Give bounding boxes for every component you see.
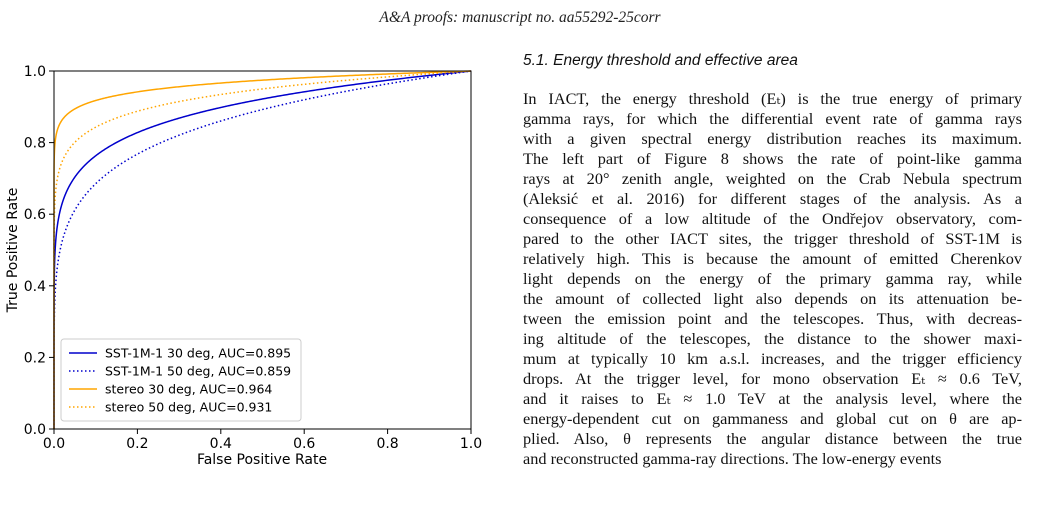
x-tick-label: 0.2 [126,436,148,452]
roc-series-line [53,70,472,429]
y-tick-label: 0.8 [24,136,46,152]
text-line: mum at typically 10 km a.s.l. increases,… [523,349,1022,368]
x-tick-label: 0.0 [43,436,65,452]
roc-series-line [53,70,472,429]
text-line: energy-dependent cut on gammaness and gl… [523,409,1022,428]
y-tick-label: 0.0 [24,422,46,438]
x-tick-label: 0.6 [293,436,315,452]
text-line: drops. At the trigger level, for mono ob… [523,369,1022,388]
chart-legend: SST-1M-1 30 deg, AUC=0.895 SST-1M-1 50 de… [60,338,302,422]
x-tick-label: 0.4 [210,436,232,452]
text-line: pared to the other IACT sites, the trigg… [523,229,1022,248]
text-line: In IACT, the energy threshold (Eₜ) is th… [523,89,1022,108]
roc-series-line [53,70,472,429]
text-line: gamma rays, for which the differential e… [523,109,1022,128]
body-paragraph: In IACT, the energy threshold (Eₜ) is th… [523,89,1022,469]
legend-entry-label: SST-1M-1 50 deg, AUC=0.859 [105,364,291,379]
text-line: rays at 20° zenith angle, weighted on th… [523,169,1022,188]
text-line: (Aleksić et al. 2016) for different stag… [523,189,1022,208]
legend-entry-label: stereo 30 deg, AUC=0.964 [105,382,272,397]
text-line: plied. Also, θ represents the angular di… [523,429,1022,448]
y-tick-label: 0.4 [24,279,46,295]
roc-series-line [53,70,472,429]
legend-box [60,338,302,422]
legend-entry-label: stereo 50 deg, AUC=0.931 [105,400,272,415]
running-header: A&A proofs: manuscript no. aa55292-25cor… [379,9,661,26]
text-line: relatively high. This is because the amo… [523,249,1022,268]
text-line: and it raises to Eₜ ≈ 1.0 TeV at the ana… [523,389,1022,408]
section-heading: 5.1. Energy threshold and effective area [523,52,798,69]
x-tick-label: 0.8 [376,436,398,452]
legend-entry-label: SST-1M-1 30 deg, AUC=0.895 [105,346,291,361]
y-axis-label: True Positive Rate [5,188,21,314]
text-line: ing altitude of the telescopes, the dist… [523,329,1022,348]
x-tick-label: 1.0 [460,436,482,452]
text-line: the amount of collected light also depen… [523,289,1022,308]
text-line: consequence of a low altitude of the Ond… [523,209,1022,228]
y-tick-label: 0.2 [24,350,46,366]
text-line: light depends on the energy of the prima… [523,269,1022,288]
plot-frame [53,70,472,430]
text-line: The left part of Figure 8 shows the rate… [523,149,1022,168]
y-tick-label: 1.0 [24,64,46,80]
text-line: with a given spectral energy distributio… [523,129,1022,148]
x-axis-label: False Positive Rate [197,452,327,468]
y-tick-label: 0.6 [24,207,46,223]
roc-curve-chart: 0.0 0.2 0.4 0.6 0.8 1.0 0.0 0.2 0.4 0.6 0.8 1.0 Fa… [5,64,482,468]
text-line: tween the emission point and the telesco… [523,309,1022,328]
text-line: and reconstructed gamma-ray directions. … [523,449,942,468]
